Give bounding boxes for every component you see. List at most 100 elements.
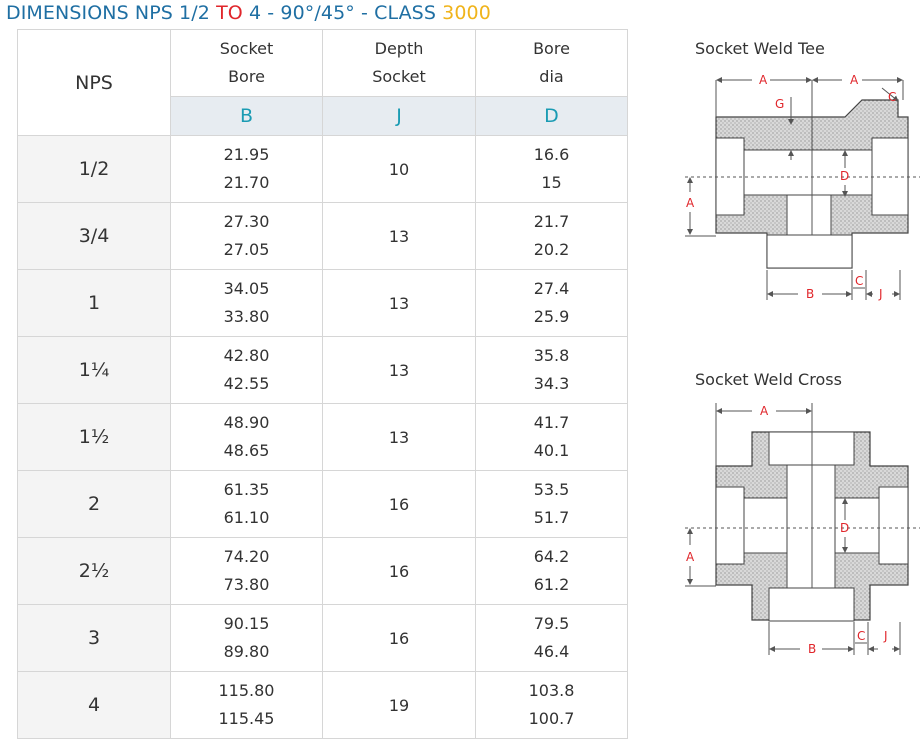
socket-bore-max: 61.35 [223, 480, 270, 499]
socket-bore-min: 89.80 [223, 642, 270, 661]
socket-bore-max: 27.30 [223, 212, 270, 231]
cross-label-j: J [883, 629, 888, 643]
cross-dimension-lines [685, 403, 920, 655]
bore-dia-min: 34.3 [533, 374, 570, 393]
table-row: 1½ 48.90 48.65 13 41.7 40.1 [17, 403, 628, 471]
socket-bore-header: Socket Bore [170, 29, 323, 97]
bore-dia-cell: 35.8 34.3 [475, 336, 628, 404]
depth-socket-header: Depth Socket [322, 29, 476, 97]
bore-dia-min: 100.7 [528, 709, 575, 728]
depth-socket-cell: 10 [322, 135, 476, 203]
bore-dia-max: 21.7 [533, 212, 570, 231]
symbol-d: D [475, 96, 628, 136]
nps-cell: 2½ [17, 537, 171, 605]
depth-socket-cell: 13 [322, 269, 476, 337]
bore-dia-min: 25.9 [533, 307, 570, 326]
socket-bore-min: 73.80 [223, 575, 270, 594]
bore-dia-cell: 21.7 20.2 [475, 202, 628, 270]
bore-dia-max: 41.7 [533, 413, 570, 432]
bore-dia-max: 64.2 [533, 547, 570, 566]
socket-bore-max: 48.90 [223, 413, 270, 432]
nps-header: NPS [17, 29, 171, 136]
bore-dia-cell: 64.2 61.2 [475, 537, 628, 605]
table-row: 3/4 27.30 27.05 13 21.7 20.2 [17, 202, 628, 270]
bore-dia-min: 51.7 [533, 508, 570, 527]
socket-bore-cell: 48.90 48.65 [170, 403, 323, 471]
bore-dia-max: 103.8 [528, 681, 575, 700]
cross-label-a-vertical: A [686, 550, 695, 564]
title-class: 3000 [442, 2, 491, 24]
cross-label-d: D [840, 521, 849, 535]
socket-bore-min: 61.10 [223, 508, 270, 527]
nps-cell: 1/2 [17, 135, 171, 203]
table-row: 1¼ 42.80 42.55 13 35.8 34.3 [17, 336, 628, 404]
bore-dia-cell: 41.7 40.1 [475, 403, 628, 471]
cross-title: Socket Weld Cross [695, 370, 842, 389]
depth-socket-cell: 16 [322, 537, 476, 605]
table-row: 4 115.80 115.45 19 103.8 100.7 [17, 671, 628, 739]
socket-bore-min: 115.45 [218, 709, 275, 728]
socket-weld-tee-diagram: A A G C D A C B J [685, 73, 920, 301]
depth-socket-cell: 16 [322, 604, 476, 672]
socket-bore-min: 21.70 [223, 173, 270, 192]
tee-label-a: A [850, 73, 859, 87]
nps-cell: 1 [17, 269, 171, 337]
socket-bore-cell: 27.30 27.05 [170, 202, 323, 270]
tee-title: Socket Weld Tee [695, 39, 825, 58]
title-part3: 4 - 90°/45° - CLASS [242, 2, 443, 24]
nps-cell: 3/4 [17, 202, 171, 270]
depth-socket-cell: 16 [322, 470, 476, 538]
tee-label-d: D [840, 169, 849, 183]
bore-dia-min: 46.4 [533, 642, 570, 661]
tee-label-g: G [775, 97, 784, 111]
tee-dimension-lines [685, 77, 920, 300]
socket-bore-min: 33.80 [223, 307, 270, 326]
socket-bore-cell: 115.80 115.45 [170, 671, 323, 739]
bore-dia-min: 20.2 [533, 240, 570, 259]
table-row: 1/2 21.95 21.70 10 16.6 15 [17, 135, 628, 203]
socket-bore-max: 42.80 [223, 346, 270, 365]
bore-dia-min: 15 [541, 173, 562, 192]
bore-dia-header: Bore dia [475, 29, 628, 97]
socket-bore-min: 42.55 [223, 374, 270, 393]
cross-label-c: C [857, 629, 865, 643]
socket-bore-cell: 42.80 42.55 [170, 336, 323, 404]
table-row: 2½ 74.20 73.80 16 64.2 61.2 [17, 537, 628, 605]
socket-bore-cell: 61.35 61.10 [170, 470, 323, 538]
bore-dia-cell: 79.5 46.4 [475, 604, 628, 672]
nps-cell: 1¼ [17, 336, 171, 404]
tee-dimension-labels: A A G C D A C B J [686, 73, 896, 301]
socket-bore-max: 90.15 [223, 614, 270, 633]
socket-bore-min: 27.05 [223, 240, 270, 259]
socket-bore-max: 21.95 [223, 145, 270, 164]
symbol-b: B [170, 96, 323, 136]
nps-cell: 2 [17, 470, 171, 538]
cross-label-a: A [760, 404, 769, 418]
dimensions-table: NPS Socket Bore Depth Socket Bore dia B J D… [17, 29, 628, 739]
socket-bore-max: 74.20 [223, 547, 270, 566]
bore-dia-cell: 16.6 15 [475, 135, 628, 203]
bore-dia-max: 35.8 [533, 346, 570, 365]
nps-cell: 1½ [17, 403, 171, 471]
header-line2: dia [539, 67, 564, 86]
socket-bore-cell: 74.20 73.80 [170, 537, 323, 605]
table-row: 1 34.05 33.80 13 27.4 25.9 [17, 269, 628, 337]
tee-label-a: A [759, 73, 768, 87]
depth-socket-cell: 13 [322, 403, 476, 471]
bore-dia-max: 27.4 [533, 279, 570, 298]
bore-dia-max: 79.5 [533, 614, 570, 633]
socket-bore-max: 115.80 [218, 681, 275, 700]
tee-label-a-vertical: A [686, 196, 695, 210]
header-line1: Bore [533, 39, 570, 58]
nps-cell: 3 [17, 604, 171, 672]
table-row: 3 90.15 89.80 16 79.5 46.4 [17, 604, 628, 672]
header-line2: Socket [372, 67, 426, 86]
socket-bore-cell: 21.95 21.70 [170, 135, 323, 203]
page-title: DIMENSIONS NPS 1/2 TO 4 - 90°/45° - CLAS… [6, 2, 491, 24]
table-row: 2 61.35 61.10 16 53.5 51.7 [17, 470, 628, 538]
depth-socket-cell: 13 [322, 202, 476, 270]
tee-label-c: C [888, 90, 896, 104]
bore-dia-cell: 103.8 100.7 [475, 671, 628, 739]
bore-dia-cell: 27.4 25.9 [475, 269, 628, 337]
bore-dia-cell: 53.5 51.7 [475, 470, 628, 538]
